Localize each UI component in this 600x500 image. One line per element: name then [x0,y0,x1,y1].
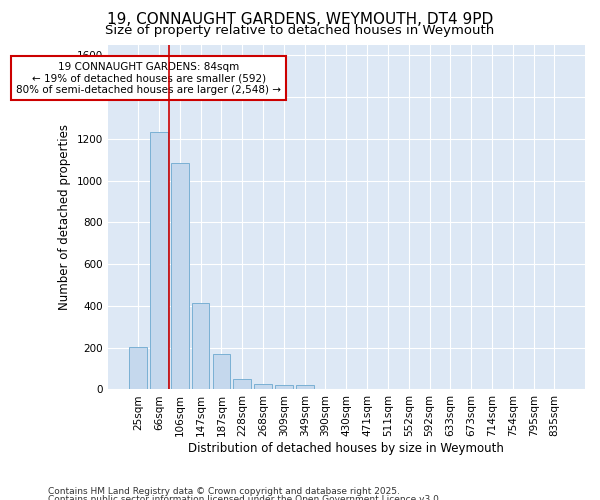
Bar [275,386,293,390]
Text: Contains HM Land Registry data © Crown copyright and database right 2025.: Contains HM Land Registry data © Crown c… [48,488,400,496]
Text: Size of property relative to detached houses in Weymouth: Size of property relative to detached ho… [106,24,494,37]
Bar [233,379,251,390]
Text: Contains public sector information licensed under the Open Government Licence v3: Contains public sector information licen… [48,495,442,500]
Bar [296,386,314,390]
Bar [171,163,188,390]
Text: 19, CONNAUGHT GARDENS, WEYMOUTH, DT4 9PD: 19, CONNAUGHT GARDENS, WEYMOUTH, DT4 9PD [107,12,493,28]
Bar [130,346,147,390]
Bar [192,303,209,390]
Bar [254,384,272,390]
Y-axis label: Number of detached properties: Number of detached properties [58,124,71,310]
Bar [212,354,230,390]
Text: 19 CONNAUGHT GARDENS: 84sqm
← 19% of detached houses are smaller (592)
80% of se: 19 CONNAUGHT GARDENS: 84sqm ← 19% of det… [16,62,281,95]
Bar [150,132,168,390]
X-axis label: Distribution of detached houses by size in Weymouth: Distribution of detached houses by size … [188,442,504,455]
